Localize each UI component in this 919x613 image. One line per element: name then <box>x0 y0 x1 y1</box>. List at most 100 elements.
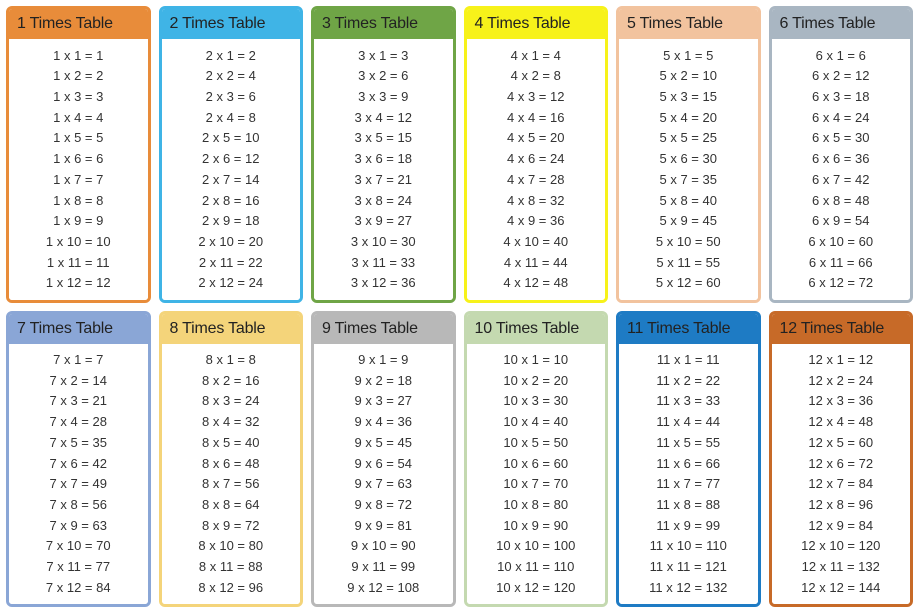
multiplication-row: 7 x 5 = 35 <box>50 434 107 452</box>
multiplication-row: 2 x 2 = 4 <box>206 67 256 85</box>
card-body: 2 x 1 = 22 x 2 = 42 x 3 = 62 x 4 = 82 x … <box>162 39 301 300</box>
multiplication-row: 11 x 6 = 66 <box>656 455 720 473</box>
multiplication-row: 3 x 9 = 27 <box>355 212 412 230</box>
multiplication-row: 12 x 7 = 84 <box>808 475 873 493</box>
multiplication-row: 7 x 7 = 49 <box>50 475 107 493</box>
multiplication-row: 10 x 8 = 80 <box>503 496 568 514</box>
multiplication-row: 8 x 2 = 16 <box>202 372 259 390</box>
multiplication-row: 4 x 1 = 4 <box>511 47 561 65</box>
multiplication-row: 11 x 11 = 121 <box>650 558 727 576</box>
card-body: 11 x 1 = 1111 x 2 = 2211 x 3 = 3311 x 4 … <box>619 344 758 605</box>
multiplication-row: 3 x 8 = 24 <box>355 192 412 210</box>
multiplication-row: 7 x 9 = 63 <box>50 517 107 535</box>
times-table-card-10: 10 Times Table10 x 1 = 1010 x 2 = 2010 x… <box>464 311 609 608</box>
multiplication-row: 8 x 5 = 40 <box>202 434 259 452</box>
multiplication-row: 11 x 3 = 33 <box>656 392 720 410</box>
card-body: 9 x 1 = 9 9 x 2 = 18 9 x 3 = 27 9 x 4 = 36 9… <box>314 344 453 605</box>
multiplication-row: 1 x 8 = 8 <box>53 192 103 210</box>
multiplication-row: 7 x 2 = 14 <box>50 372 107 390</box>
times-table-card-8: 8 Times Table8 x 1 = 88 x 2 = 168 x 3 = … <box>159 311 304 608</box>
multiplication-row: 1 x 11 = 11 <box>47 254 110 272</box>
card-title: 10 Times Table <box>467 314 606 344</box>
multiplication-row: 7 x 4 = 28 <box>50 413 107 431</box>
multiplication-row: 4 x 9 = 36 <box>507 212 564 230</box>
multiplication-row: 11 x 5 = 55 <box>656 434 720 452</box>
multiplication-row: 12 x 3 = 36 <box>808 392 873 410</box>
multiplication-row: 7 x 6 = 42 <box>50 455 107 473</box>
multiplication-row: 6 x 10 = 60 <box>808 233 873 251</box>
multiplication-row: 6 x 2 = 12 <box>812 67 869 85</box>
multiplication-row: 3 x 11 = 33 <box>351 254 415 272</box>
multiplication-row: 12 x 4 = 48 <box>808 413 873 431</box>
multiplication-row: 10 x 12 = 120 <box>496 579 575 597</box>
multiplication-row: 8 x 7 = 56 <box>202 475 259 493</box>
multiplication-row: 11 x 9 = 99 <box>656 517 720 535</box>
multiplication-row: 4 x 3 = 12 <box>507 88 564 106</box>
multiplication-row: 1 x 10 = 10 <box>46 233 111 251</box>
multiplication-row: 4 x 11 = 44 <box>504 254 568 272</box>
multiplication-row: 12 x 5 = 60 <box>808 434 873 452</box>
multiplication-row: 9 x 1 = 9 <box>358 351 408 369</box>
multiplication-row: 8 x 3 = 24 <box>202 392 259 410</box>
multiplication-row: 5 x 7 = 35 <box>660 171 717 189</box>
multiplication-row: 12 x 10 = 120 <box>801 537 880 555</box>
multiplication-row: 7 x 10 = 70 <box>46 537 111 555</box>
multiplication-row: 1 x 9 = 9 <box>53 212 103 230</box>
multiplication-row: 6 x 11 = 66 <box>809 254 873 272</box>
multiplication-row: 1 x 1 = 1 <box>53 47 103 65</box>
multiplication-row: 9 x 3 = 27 <box>355 392 412 410</box>
multiplication-row: 4 x 2 = 8 <box>511 67 561 85</box>
multiplication-row: 1 x 7 = 7 <box>53 171 103 189</box>
multiplication-row: 2 x 6 = 12 <box>202 150 259 168</box>
card-body: 10 x 1 = 1010 x 2 = 2010 x 3 = 3010 x 4 … <box>467 344 606 605</box>
multiplication-row: 3 x 7 = 21 <box>355 171 412 189</box>
multiplication-row: 11 x 7 = 77 <box>656 475 720 493</box>
times-table-card-1: 1 Times Table1 x 1 = 11 x 2 = 21 x 3 = 3… <box>6 6 151 303</box>
card-title: 12 Times Table <box>772 314 911 344</box>
card-title: 6 Times Table <box>772 9 911 39</box>
multiplication-row: 9 x 2 = 18 <box>355 372 412 390</box>
multiplication-row: 3 x 10 = 30 <box>351 233 416 251</box>
multiplication-row: 9 x 5 = 45 <box>355 434 412 452</box>
multiplication-row: 5 x 12 = 60 <box>656 274 721 292</box>
multiplication-row: 7 x 8 = 56 <box>50 496 107 514</box>
multiplication-row: 2 x 12 = 24 <box>198 274 263 292</box>
multiplication-row: 5 x 6 = 30 <box>660 150 717 168</box>
multiplication-row: 6 x 12 = 72 <box>808 274 873 292</box>
multiplication-row: 1 x 5 = 5 <box>53 129 103 147</box>
multiplication-row: 3 x 6 = 18 <box>355 150 412 168</box>
multiplication-row: 5 x 10 = 50 <box>656 233 721 251</box>
multiplication-row: 7 x 3 = 21 <box>50 392 107 410</box>
multiplication-row: 6 x 3 = 18 <box>812 88 869 106</box>
multiplication-row: 10 x 4 = 40 <box>503 413 568 431</box>
multiplication-row: 11 x 10 = 110 <box>650 537 727 555</box>
multiplication-row: 3 x 5 = 15 <box>355 129 412 147</box>
times-table-card-4: 4 Times Table4 x 1 = 44 x 2 = 84 x 3 = 1… <box>464 6 609 303</box>
card-body: 3 x 1 = 33 x 2 = 63 x 3 = 93 x 4 = 123 x… <box>314 39 453 300</box>
multiplication-row: 9 x 6 = 54 <box>355 455 412 473</box>
multiplication-row: 9 x 9 = 81 <box>355 517 412 535</box>
multiplication-row: 6 x 5 = 30 <box>812 129 869 147</box>
multiplication-row: 8 x 10 = 80 <box>198 537 263 555</box>
multiplication-row: 5 x 9 = 45 <box>660 212 717 230</box>
multiplication-row: 2 x 11 = 22 <box>199 254 263 272</box>
multiplication-row: 6 x 4 = 24 <box>812 109 869 127</box>
multiplication-row: 4 x 6 = 24 <box>507 150 564 168</box>
multiplication-row: 9 x 4 = 36 <box>355 413 412 431</box>
multiplication-row: 2 x 1 = 2 <box>206 47 256 65</box>
multiplication-row: 4 x 8 = 32 <box>507 192 564 210</box>
multiplication-row: 9 x 10 = 90 <box>351 537 416 555</box>
multiplication-row: 12 x 8 = 96 <box>808 496 873 514</box>
multiplication-row: 4 x 12 = 48 <box>503 274 568 292</box>
multiplication-row: 4 x 5 = 20 <box>507 129 564 147</box>
multiplication-row: 9 x 8 = 72 <box>355 496 412 514</box>
card-title: 5 Times Table <box>619 9 758 39</box>
multiplication-row: 8 x 6 = 48 <box>202 455 259 473</box>
multiplication-row: 2 x 9 = 18 <box>202 212 259 230</box>
multiplication-row: 1 x 4 = 4 <box>53 109 103 127</box>
multiplication-row: 10 x 10 = 100 <box>496 537 575 555</box>
multiplication-row: 11 x 2 = 22 <box>656 372 720 390</box>
multiplication-row: 8 x 8 = 64 <box>202 496 259 514</box>
multiplication-row: 7 x 12 = 84 <box>46 579 111 597</box>
multiplication-row: 11 x 4 = 44 <box>656 413 720 431</box>
